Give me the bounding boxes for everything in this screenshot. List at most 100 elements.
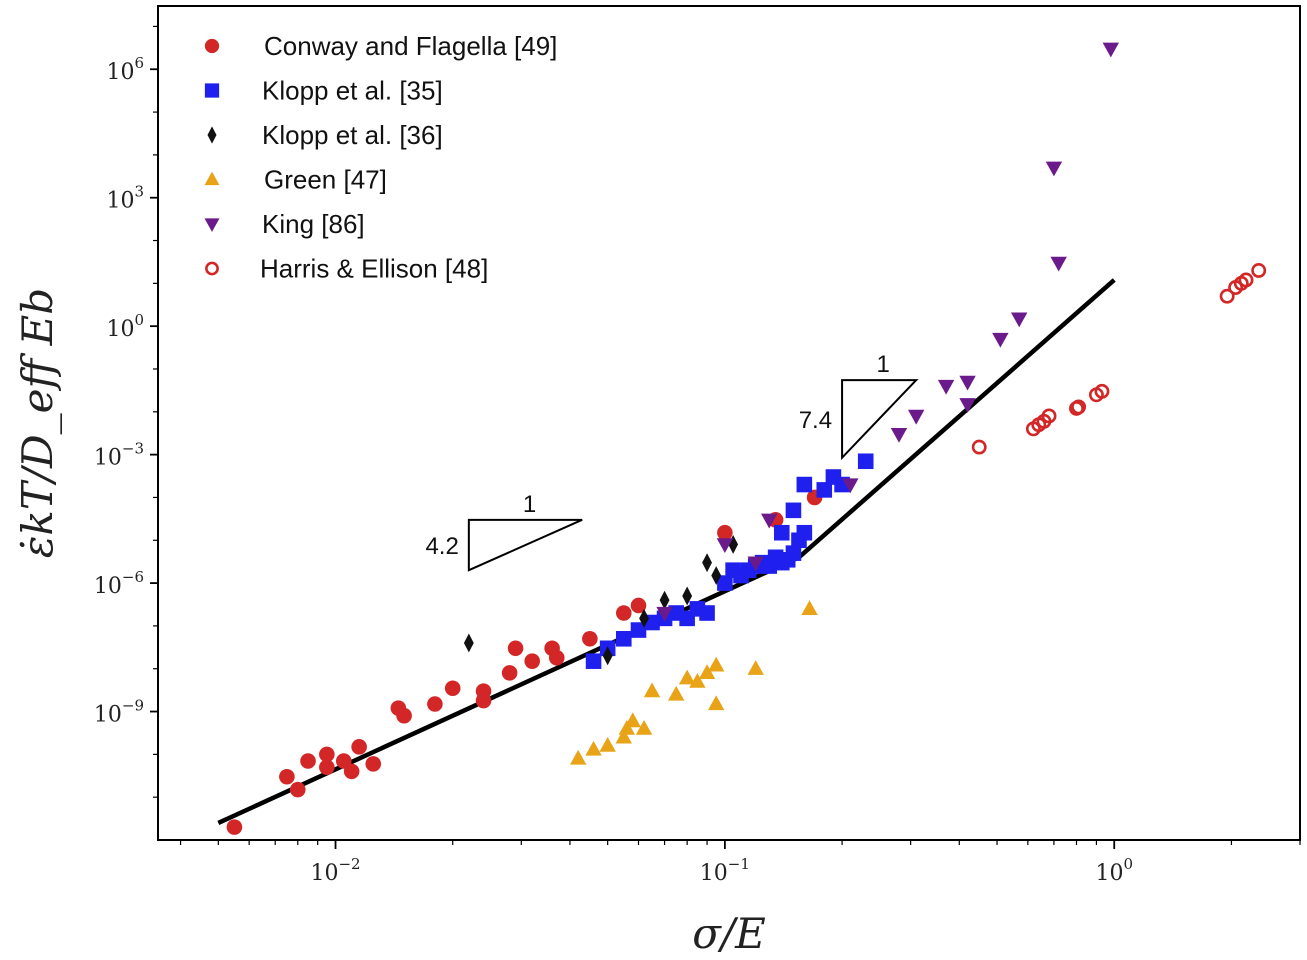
plot-frame (157, 5, 1301, 841)
y-tick-label: 10−6 (94, 568, 144, 599)
data-point (761, 513, 778, 529)
data-point (475, 692, 492, 709)
legend-label: Harris & Ellison [48] (260, 254, 488, 284)
y-tick-label: 100 (106, 311, 144, 342)
data-point (682, 586, 693, 606)
data-point (1219, 288, 1235, 304)
data-point (717, 575, 733, 591)
data-point (351, 739, 367, 755)
legend-item-2: Klopp et al. [36] (207, 120, 443, 150)
data-point (678, 669, 696, 685)
data-point (643, 682, 661, 698)
slope-triangle-shape (841, 379, 919, 461)
data-point (582, 631, 598, 647)
legend-marker (204, 218, 220, 232)
legend-item-5: Harris & Ellison [48] (205, 254, 488, 284)
data-point (289, 781, 306, 798)
data-point (343, 763, 360, 780)
data-point (279, 768, 295, 785)
x-axis-title: σ/E (692, 909, 765, 958)
data-point (1041, 408, 1057, 424)
data-point (319, 746, 335, 763)
data-point (524, 653, 540, 669)
slope-run-label: 1 (876, 351, 889, 378)
data-point (857, 453, 874, 470)
data-point (708, 656, 725, 672)
fit-line-layer (217, 278, 1116, 826)
data-point (702, 553, 712, 573)
data-point (618, 719, 636, 735)
data-point (699, 605, 715, 621)
data-point (1102, 42, 1120, 58)
data-point (507, 640, 524, 657)
data-point (1094, 383, 1110, 399)
data-point (747, 556, 764, 572)
slope-annotations: 1 4.2 17.4 (425, 351, 919, 572)
data-point (569, 749, 587, 765)
data-point (708, 695, 725, 711)
legend-item-3: Green [47] (204, 165, 387, 195)
data-point (585, 653, 602, 669)
y-tick-label: 10−3 (94, 440, 144, 471)
data-point (656, 606, 673, 622)
legend-item-1: Klopp et al. [35] (204, 76, 443, 106)
slope-value-label: 7.4 (799, 407, 832, 434)
data-point (992, 332, 1009, 348)
data-point (300, 753, 316, 769)
data-point (635, 719, 653, 735)
data-point (717, 524, 733, 541)
data-point (842, 478, 859, 494)
data-point (698, 664, 716, 680)
slope-value-label: 4.2 (425, 533, 458, 560)
series-4 (656, 42, 1120, 622)
data-point (890, 428, 908, 443)
data-point (639, 608, 649, 628)
data-point (602, 646, 613, 666)
data-point (365, 756, 382, 772)
legend-item-4: King [86] (204, 209, 365, 239)
y-axis-title: ε̇kT/D_eff Eb (13, 288, 62, 558)
y-tick-label: 103 (106, 183, 144, 214)
legend: Conway and Flagella [49] Klopp et al. [35… (204, 31, 557, 284)
y-tick-label: 106 (106, 54, 144, 85)
data-point (615, 631, 632, 647)
legend-label: King [86] (262, 209, 365, 239)
data-point (630, 597, 647, 614)
data-point (668, 685, 685, 701)
data-point (971, 439, 987, 455)
data-points-layer (226, 42, 1267, 835)
legend-label: Klopp et al. [36] (262, 120, 443, 150)
data-point (785, 502, 802, 519)
data-point (907, 409, 925, 425)
data-point (1010, 312, 1028, 328)
legend-marker (204, 38, 220, 54)
data-point (501, 665, 518, 681)
data-point (226, 819, 243, 835)
x-tick-label: 100 (1095, 855, 1133, 886)
series-1 (585, 453, 874, 669)
data-point (444, 680, 461, 697)
legend-marker (205, 261, 219, 276)
legend-label: Green [47] (264, 165, 387, 195)
data-point (959, 375, 976, 391)
data-point (624, 712, 641, 728)
slope-triangle-1: 17.4 (799, 351, 919, 461)
y-tick-label: 10−9 (94, 697, 144, 728)
legend-marker (204, 171, 220, 186)
data-point (630, 622, 647, 638)
data-point (548, 650, 565, 666)
data-point (801, 600, 818, 616)
axes: 10−2 10−1 100 106 103 100 10−3 10−6 10−9 (94, 5, 1301, 886)
data-point (1050, 256, 1067, 272)
slope-triangle-shape (467, 518, 583, 572)
x-tick-label: 10−2 (310, 855, 360, 886)
data-point (716, 538, 734, 554)
data-point (1071, 399, 1087, 415)
series-5 (971, 263, 1267, 455)
fit-line (217, 278, 1116, 826)
data-point (615, 728, 632, 744)
data-point (615, 605, 632, 621)
data-point (747, 660, 764, 675)
series-3 (569, 600, 818, 765)
data-point (773, 524, 790, 541)
